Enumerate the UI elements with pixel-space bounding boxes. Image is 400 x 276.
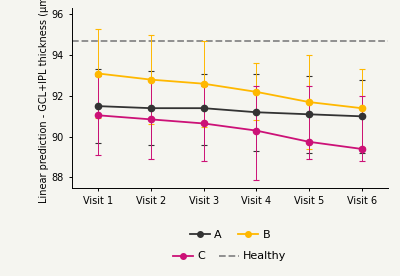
Y-axis label: Linear prediction - GCL+IPL thickness (μm): Linear prediction - GCL+IPL thickness (μ… bbox=[38, 0, 48, 203]
Legend: C, Healthy: C, Healthy bbox=[169, 247, 291, 266]
